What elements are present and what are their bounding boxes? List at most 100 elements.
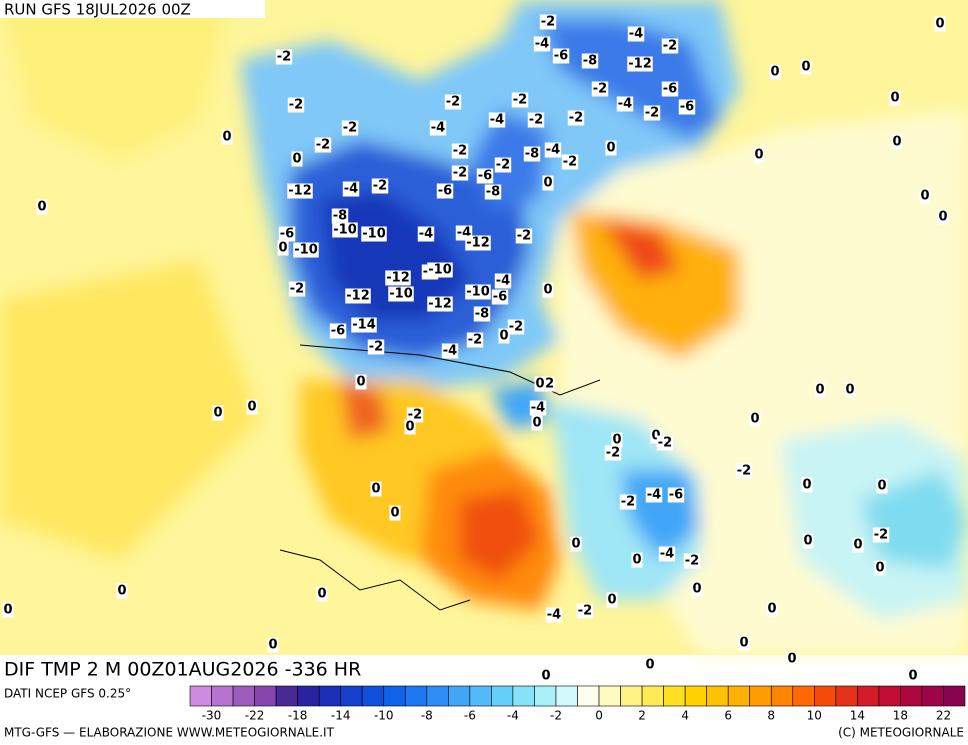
contour-label-bg bbox=[498, 328, 510, 344]
contour-label-bg bbox=[484, 184, 502, 200]
contour-label: 0 bbox=[571, 537, 580, 552]
contour-label: -2 bbox=[578, 604, 592, 619]
contour-label-bg bbox=[802, 533, 814, 549]
colorbar-tick-label: 0 bbox=[595, 709, 603, 723]
contour-labels: -2-4-6 -8-4-12-2-2 -6-4-2 -60 0000000-2-20-2… bbox=[2, 14, 949, 684]
contour-label-bg bbox=[417, 226, 435, 242]
contour-label: -2 bbox=[453, 144, 467, 159]
contour-label: 0 bbox=[213, 406, 222, 421]
contour-label: -2 bbox=[408, 408, 422, 423]
contour-label-bg bbox=[552, 48, 570, 64]
contour-label-bg bbox=[769, 64, 781, 80]
contour-label: -2 bbox=[468, 333, 482, 348]
contour-label: 0 bbox=[317, 587, 326, 602]
contour-label-bg bbox=[370, 481, 382, 497]
contour-label: -6 bbox=[438, 184, 452, 199]
contour-label: -4 bbox=[344, 182, 358, 197]
colorbar-tick-label: -6 bbox=[464, 709, 476, 723]
contour-label: -2 bbox=[343, 121, 357, 136]
contour-label-bg bbox=[678, 99, 696, 115]
contour-label-bg bbox=[542, 282, 554, 298]
contour-label-bg bbox=[934, 16, 946, 32]
colorbar-box bbox=[512, 685, 535, 707]
contour-label: 0 bbox=[356, 375, 365, 390]
contour-label-bg bbox=[385, 270, 411, 286]
contour-label: -2 bbox=[517, 229, 531, 244]
contour-label-bg bbox=[604, 445, 622, 461]
contour-label-bg bbox=[627, 56, 653, 72]
colorbar: -30-22-18-14-10-8-6-4-2024681014182230 bbox=[189, 685, 966, 723]
contour-label-bg bbox=[539, 14, 557, 30]
contour-label-bg bbox=[316, 586, 328, 602]
contour-label-bg bbox=[544, 142, 562, 158]
contour-label: -4 bbox=[546, 143, 560, 158]
contour-label-bg bbox=[404, 419, 416, 435]
contour-label-bg bbox=[605, 140, 617, 156]
contour-label-bg bbox=[278, 226, 296, 242]
contour-label: 0 bbox=[117, 584, 126, 599]
contour-label-bg bbox=[738, 635, 750, 651]
contour-label: -2 bbox=[529, 113, 543, 128]
colorbar-tick-label: 6 bbox=[724, 709, 732, 723]
source-label: DATI NCEP GFS 0.25° bbox=[4, 687, 131, 701]
contour-label: 0 bbox=[890, 91, 899, 106]
contour-label-bg bbox=[427, 296, 453, 312]
contour-label-bg bbox=[267, 637, 279, 653]
contour-label: -2 bbox=[289, 98, 303, 113]
contour-label: -10 bbox=[389, 287, 413, 302]
contour-label: 0 bbox=[938, 210, 947, 225]
contour-label: -12 bbox=[428, 297, 452, 312]
colorbar-tick-label: -4 bbox=[507, 709, 519, 723]
contour-label-bg bbox=[661, 38, 679, 54]
colorbar-tick-label: -14 bbox=[331, 709, 351, 723]
colorbar-box bbox=[900, 685, 923, 707]
contour-label: 0 bbox=[770, 65, 779, 80]
contour-label-bg bbox=[451, 165, 469, 181]
contour-label-bg bbox=[314, 137, 332, 153]
contour-label-bg bbox=[116, 583, 128, 599]
contour-label-bg bbox=[221, 129, 233, 145]
contour-label: -12 bbox=[288, 184, 312, 199]
colorbar-box bbox=[878, 685, 901, 707]
colorbar-tick-label: -10 bbox=[374, 709, 394, 723]
contour-label: -6 bbox=[280, 227, 294, 242]
contour-label: 0 bbox=[803, 534, 812, 549]
colorbar-box bbox=[814, 685, 837, 707]
contour-label-bg bbox=[212, 405, 224, 421]
contour-label: 0 bbox=[787, 652, 796, 667]
contour-label: -2 bbox=[874, 528, 888, 543]
colorbar-box bbox=[383, 685, 406, 707]
colorbar-box bbox=[448, 685, 471, 707]
contour-label-bg bbox=[341, 120, 359, 136]
contour-label: -2 bbox=[453, 166, 467, 181]
contour-label-bg bbox=[891, 134, 903, 150]
contour-label: 0 bbox=[543, 283, 552, 298]
contour-label-bg bbox=[876, 478, 888, 494]
contour-label-bg bbox=[511, 92, 529, 108]
contour-label: -6 bbox=[331, 324, 345, 339]
contour-label: -2 bbox=[621, 495, 635, 510]
contour-label-bg bbox=[355, 374, 367, 390]
colorbar-tick-label: -18 bbox=[288, 709, 308, 723]
colorbar-tick-label: -8 bbox=[421, 709, 433, 723]
contour-label: 0 bbox=[543, 176, 552, 191]
contour-label: -2 bbox=[737, 464, 751, 479]
contour-label-bg bbox=[889, 90, 901, 106]
contour-label-bg bbox=[581, 53, 599, 69]
contour-label-bg bbox=[351, 317, 377, 333]
contour-label-bg bbox=[616, 96, 634, 112]
colorbar-box bbox=[706, 685, 729, 707]
contour-label: 0 bbox=[754, 148, 763, 163]
contour-label: -8 bbox=[583, 54, 597, 69]
contour-label-bg bbox=[527, 112, 545, 128]
contour-label-bg bbox=[367, 339, 385, 355]
contour-label-bg bbox=[389, 505, 401, 521]
contour-label: 0 bbox=[532, 416, 541, 431]
contour-label: -10 bbox=[362, 227, 386, 242]
contour-label: 0 bbox=[371, 482, 380, 497]
contour-label: -2 bbox=[663, 39, 677, 54]
colorbar-box bbox=[189, 685, 212, 707]
contour-label: 0 bbox=[268, 638, 277, 653]
contour-label-bg bbox=[436, 183, 454, 199]
